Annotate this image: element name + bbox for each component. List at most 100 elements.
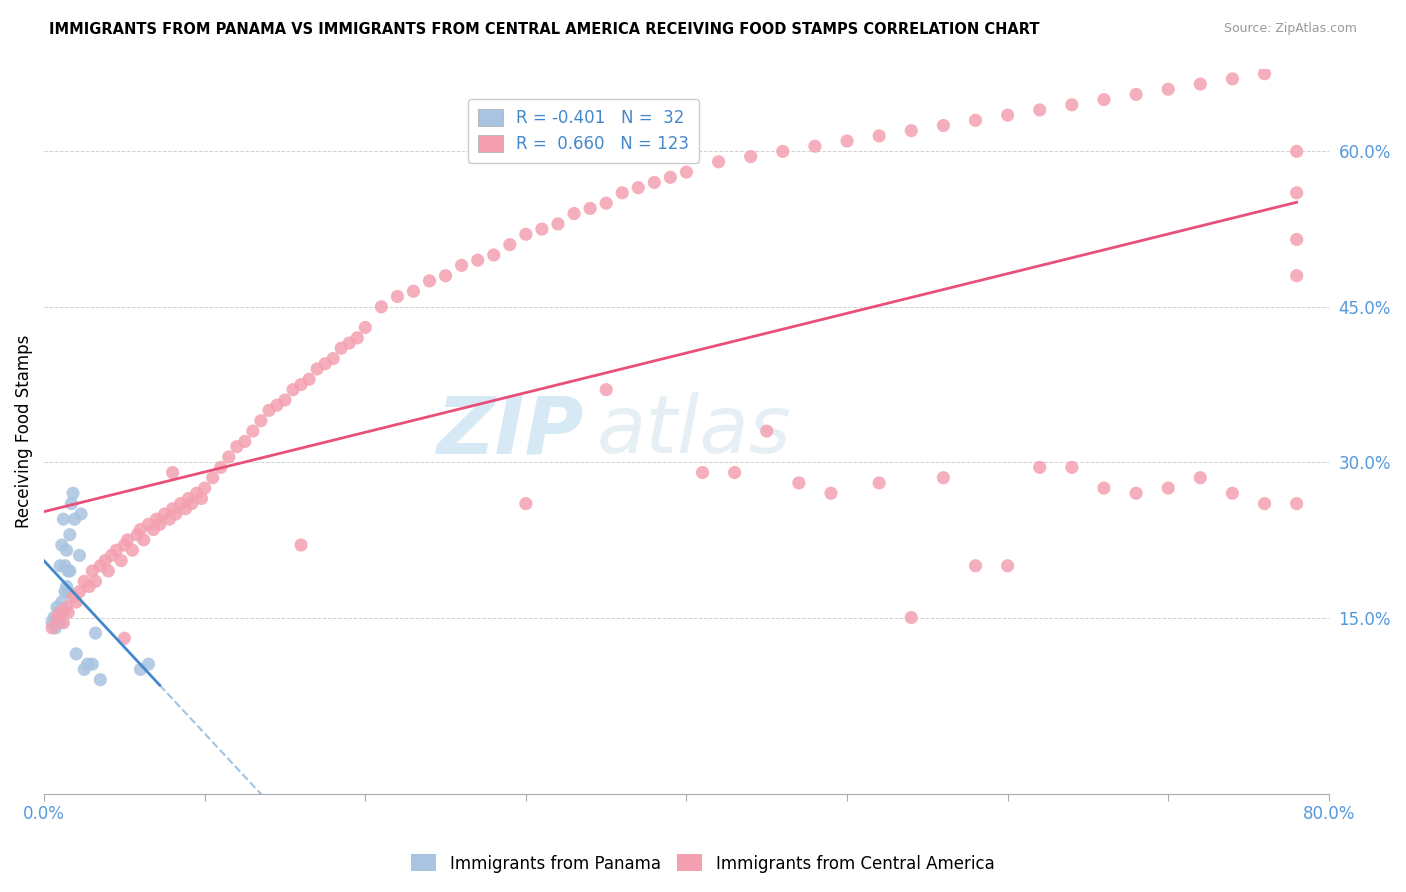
Point xyxy=(117,533,139,547)
Point xyxy=(450,258,472,272)
Point xyxy=(58,564,80,578)
Point xyxy=(142,523,165,537)
Point xyxy=(787,475,810,490)
Point xyxy=(149,517,172,532)
Point xyxy=(707,154,730,169)
Point xyxy=(58,606,80,620)
Point xyxy=(69,584,91,599)
Point xyxy=(69,549,91,563)
Point xyxy=(467,253,489,268)
Point xyxy=(250,414,273,428)
Point xyxy=(112,538,135,552)
Point xyxy=(49,615,72,630)
Point xyxy=(132,533,155,547)
Point xyxy=(298,372,321,386)
Point xyxy=(1060,97,1083,112)
Point xyxy=(434,268,457,283)
Point xyxy=(89,558,111,573)
Point xyxy=(218,450,240,464)
Point xyxy=(55,600,77,615)
Point xyxy=(659,170,682,185)
Point xyxy=(42,610,65,624)
Point xyxy=(55,543,77,558)
Point xyxy=(174,501,197,516)
Point xyxy=(84,574,107,589)
Point xyxy=(82,564,104,578)
Point xyxy=(209,460,232,475)
Point xyxy=(112,632,135,646)
Point xyxy=(59,564,82,578)
Point xyxy=(53,558,76,573)
Point xyxy=(225,440,247,454)
Point xyxy=(165,507,187,521)
Point xyxy=(84,626,107,640)
Point xyxy=(70,507,93,521)
Point xyxy=(1222,486,1244,500)
Point xyxy=(77,579,100,593)
Point xyxy=(201,471,224,485)
Point xyxy=(177,491,200,506)
Point xyxy=(1060,460,1083,475)
Point xyxy=(337,336,360,351)
Point xyxy=(138,517,160,532)
Point xyxy=(932,119,955,133)
Point xyxy=(51,538,73,552)
Text: Source: ZipAtlas.com: Source: ZipAtlas.com xyxy=(1223,22,1357,36)
Point xyxy=(579,202,602,216)
Point xyxy=(1285,186,1308,200)
Point xyxy=(346,331,368,345)
Point xyxy=(530,222,553,236)
Point xyxy=(547,217,569,231)
Point xyxy=(157,512,180,526)
Point xyxy=(387,289,409,303)
Point xyxy=(290,538,312,552)
Point xyxy=(1253,67,1275,81)
Point xyxy=(804,139,827,153)
Point xyxy=(58,584,80,599)
Point xyxy=(627,180,650,194)
Point xyxy=(127,527,149,541)
Point xyxy=(63,512,86,526)
Point xyxy=(965,113,987,128)
Point xyxy=(162,466,184,480)
Point xyxy=(835,134,858,148)
Point xyxy=(169,497,191,511)
Point xyxy=(52,512,75,526)
Point xyxy=(595,196,617,211)
Point xyxy=(46,600,69,615)
Point xyxy=(97,564,120,578)
Point xyxy=(266,398,288,412)
Point xyxy=(76,657,98,672)
Point xyxy=(1189,471,1212,485)
Point xyxy=(1285,497,1308,511)
Point xyxy=(62,486,84,500)
Point xyxy=(868,128,890,143)
Point xyxy=(1157,481,1180,495)
Point xyxy=(73,574,96,589)
Point xyxy=(1125,87,1147,102)
Point xyxy=(499,237,522,252)
Point xyxy=(48,606,70,620)
Point xyxy=(900,610,922,624)
Point xyxy=(105,543,128,558)
Point xyxy=(65,647,87,661)
Point xyxy=(1157,82,1180,96)
Point xyxy=(65,595,87,609)
Point xyxy=(52,606,75,620)
Point xyxy=(820,486,842,500)
Point xyxy=(194,481,217,495)
Point xyxy=(162,501,184,516)
Point xyxy=(274,392,297,407)
Point xyxy=(59,527,82,541)
Point xyxy=(145,512,167,526)
Point xyxy=(772,145,794,159)
Point xyxy=(110,553,132,567)
Legend: Immigrants from Panama, Immigrants from Central America: Immigrants from Panama, Immigrants from … xyxy=(405,847,1001,880)
Point xyxy=(1028,460,1050,475)
Point xyxy=(41,621,63,635)
Point xyxy=(322,351,344,366)
Point xyxy=(932,471,955,485)
Point xyxy=(965,558,987,573)
Point xyxy=(1285,268,1308,283)
Point xyxy=(46,610,69,624)
